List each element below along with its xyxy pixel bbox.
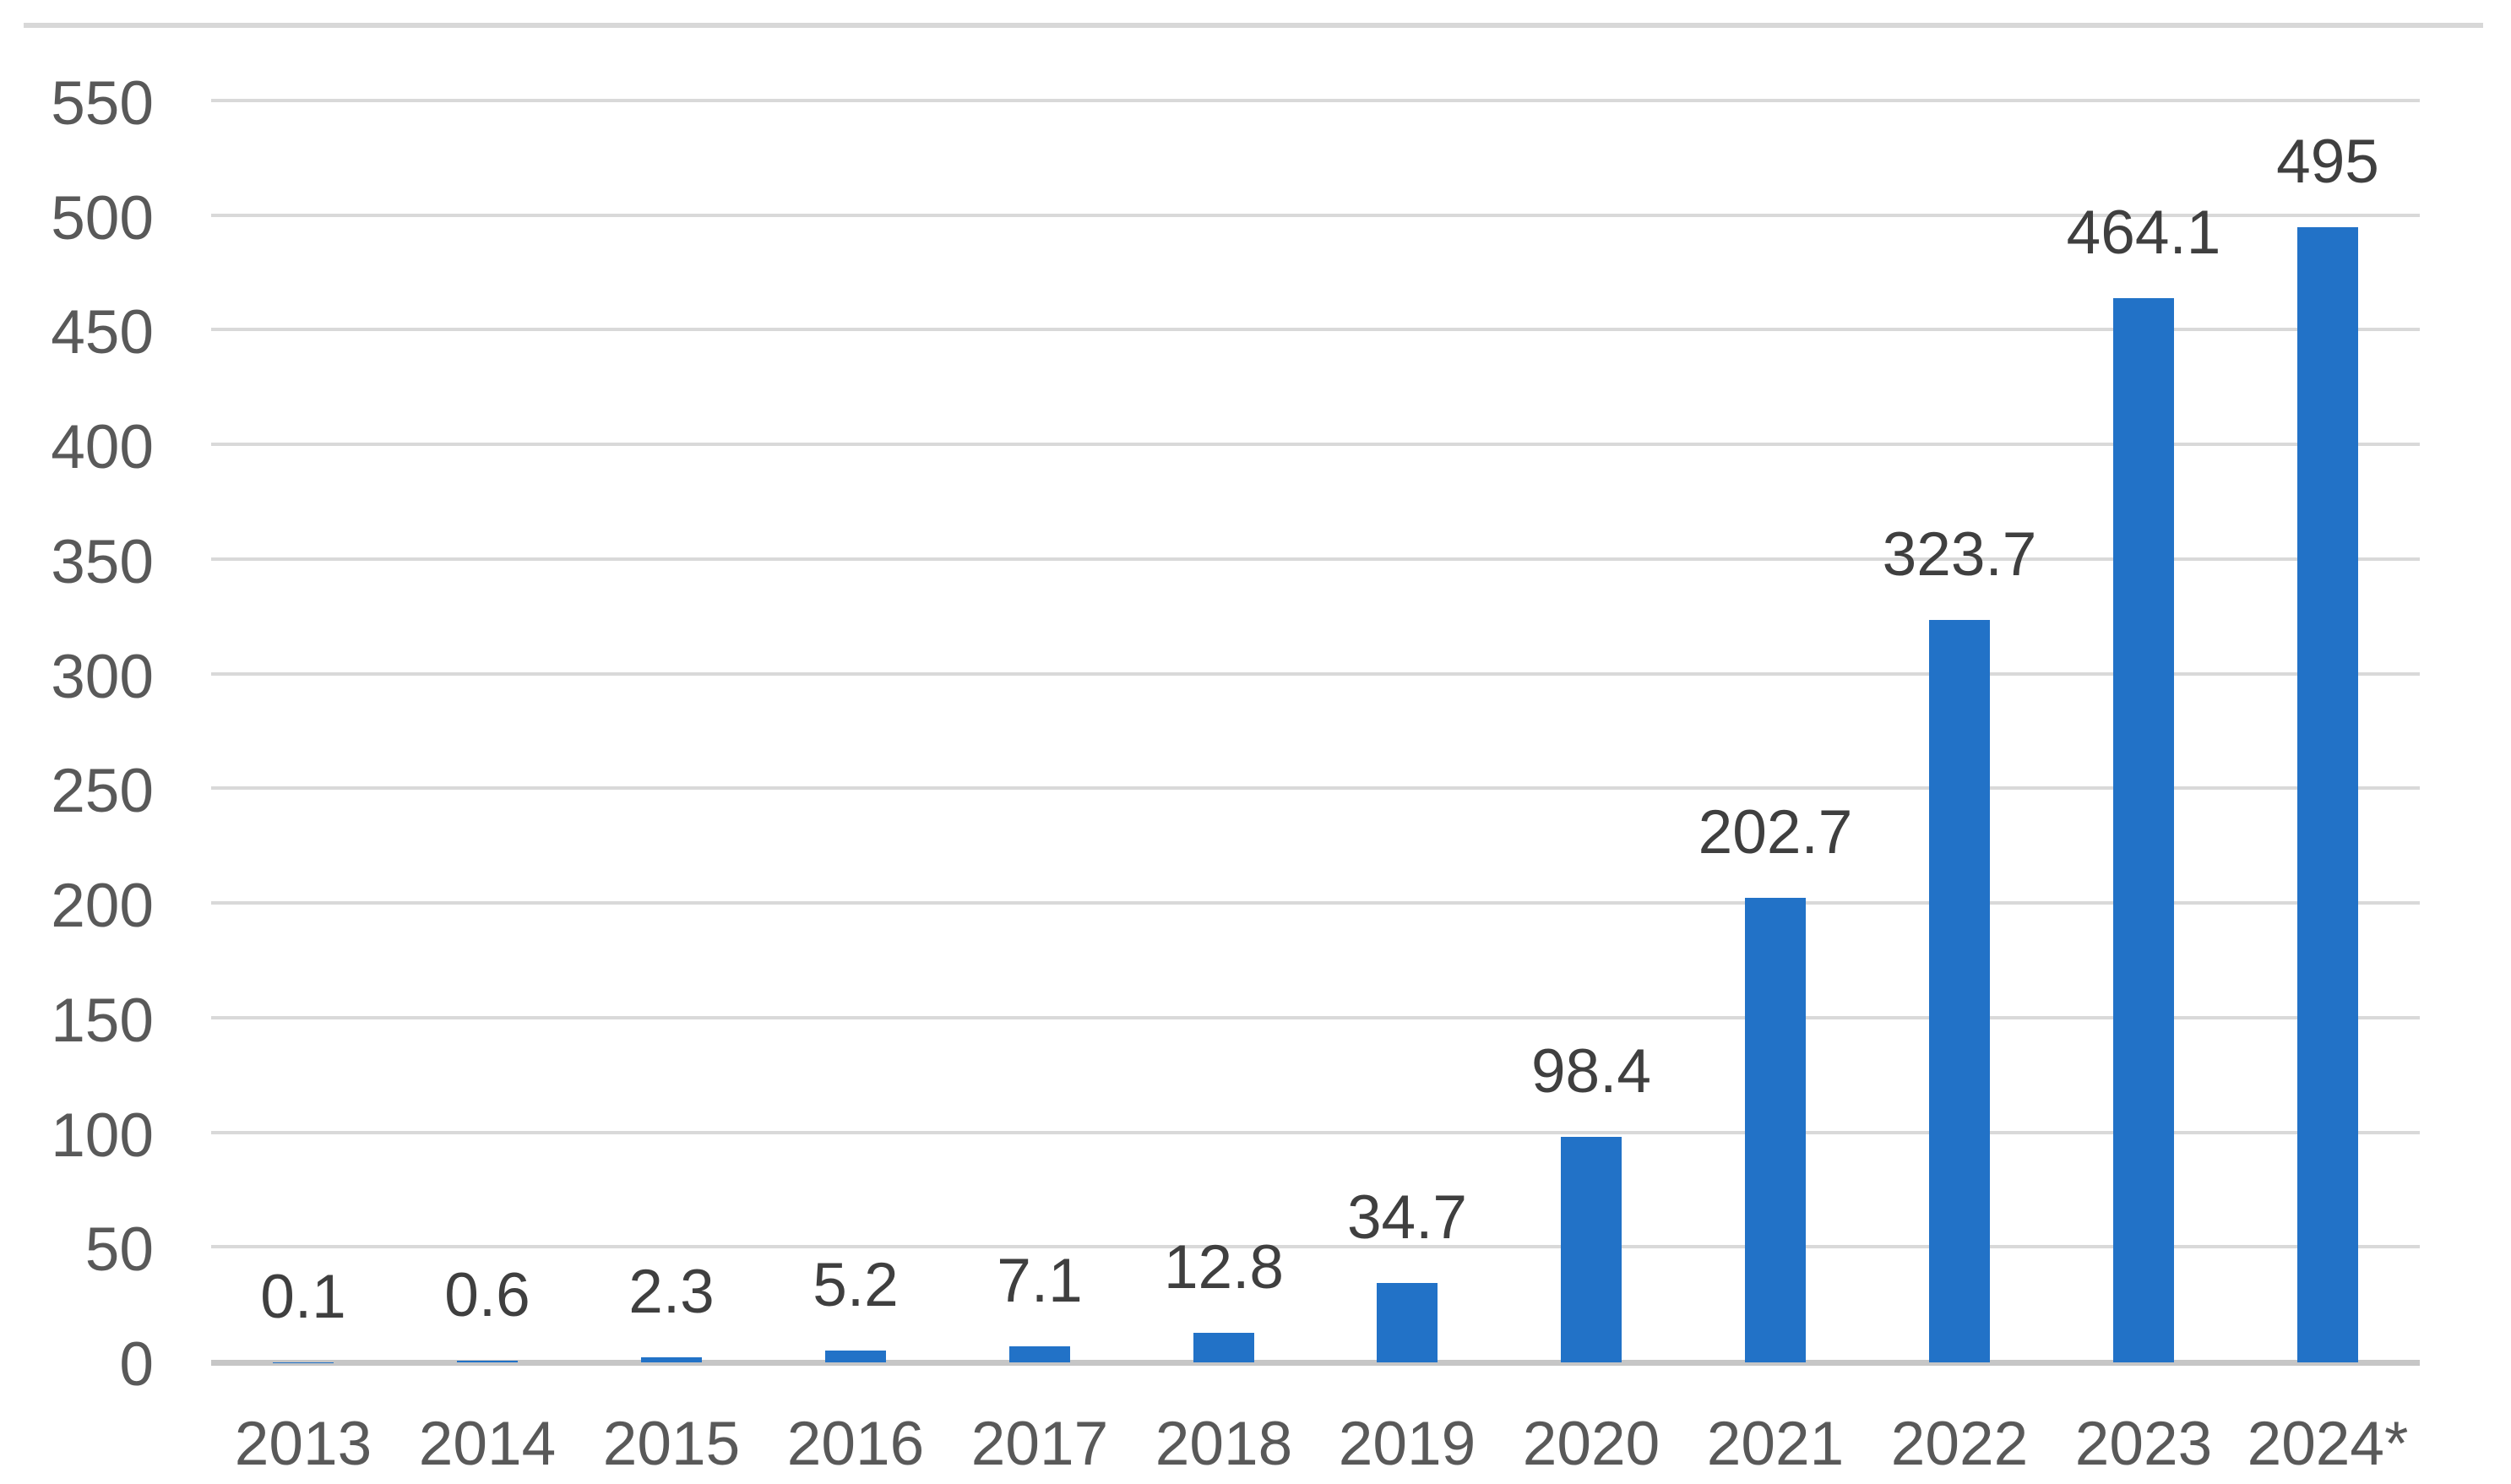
bar-value-label: 98.4: [1530, 1037, 1652, 1106]
x-tick-label: 2015: [602, 1410, 741, 1478]
gridline: [211, 99, 2420, 102]
bar: [1929, 620, 1990, 1362]
gridline: [211, 672, 2420, 676]
bar: [1377, 1282, 1438, 1362]
x-tick-label: 2020: [1522, 1410, 1660, 1478]
y-tick-label: 550: [51, 69, 154, 138]
y-tick-label: 350: [51, 528, 154, 596]
bar: [2113, 298, 2174, 1362]
y-tick-label: 0: [119, 1330, 154, 1399]
bar-value-label: 34.7: [1346, 1183, 1468, 1252]
gridline: [211, 1016, 2420, 1019]
bar: [2297, 227, 2358, 1362]
bar: [825, 1350, 886, 1362]
x-tick-label: 2018: [1155, 1410, 1293, 1478]
gridline: [211, 214, 2420, 217]
y-tick-label: 200: [51, 872, 154, 940]
gridline: [211, 328, 2420, 331]
x-tick-label: 2013: [234, 1410, 372, 1478]
bar: [457, 1361, 518, 1362]
bar-value-label: 495: [2276, 128, 2379, 196]
y-tick-label: 450: [51, 298, 154, 367]
gridline: [211, 786, 2420, 790]
gridline: [211, 1245, 2420, 1248]
x-tick-label: 2021: [1706, 1410, 1845, 1478]
y-tick-label: 150: [51, 987, 154, 1055]
x-tick-label: 2016: [786, 1410, 925, 1478]
bar-value-label: 323.7: [1882, 520, 2037, 589]
gridline: [211, 1131, 2420, 1134]
bar: [1193, 1333, 1254, 1362]
bar: [1009, 1345, 1070, 1362]
top-divider-line: [24, 23, 2483, 28]
x-tick-label: 2019: [1338, 1410, 1476, 1478]
bar: [1561, 1136, 1622, 1362]
bar-value-label: 202.7: [1698, 798, 1853, 867]
bar-value-label: 2.3: [628, 1258, 715, 1326]
y-tick-label: 250: [51, 757, 154, 825]
bar-value-label: 7.1: [997, 1247, 1083, 1315]
bar: [1745, 897, 1806, 1362]
bar-value-label: 5.2: [813, 1251, 899, 1319]
x-axis-line: [211, 1360, 2420, 1366]
x-tick-label: 2022: [1890, 1410, 2029, 1478]
bar-value-label: 12.8: [1163, 1233, 1285, 1302]
bar-value-label: 464.1: [2066, 198, 2221, 267]
y-tick-label: 300: [51, 643, 154, 711]
y-tick-label: 100: [51, 1101, 154, 1170]
y-tick-label: 400: [51, 413, 154, 481]
bar: [641, 1356, 702, 1362]
bar-value-label: 0.1: [260, 1263, 346, 1331]
gridline: [211, 443, 2420, 446]
y-tick-label: 500: [51, 184, 154, 253]
x-tick-label: 2024*: [2247, 1410, 2409, 1478]
x-tick-label: 2014: [418, 1410, 557, 1478]
x-tick-label: 2023: [2074, 1410, 2213, 1478]
bar-value-label: 0.6: [444, 1261, 530, 1329]
y-tick-label: 50: [84, 1215, 154, 1284]
x-tick-label: 2017: [970, 1410, 1109, 1478]
gridline: [211, 901, 2420, 905]
gridline: [211, 557, 2420, 561]
